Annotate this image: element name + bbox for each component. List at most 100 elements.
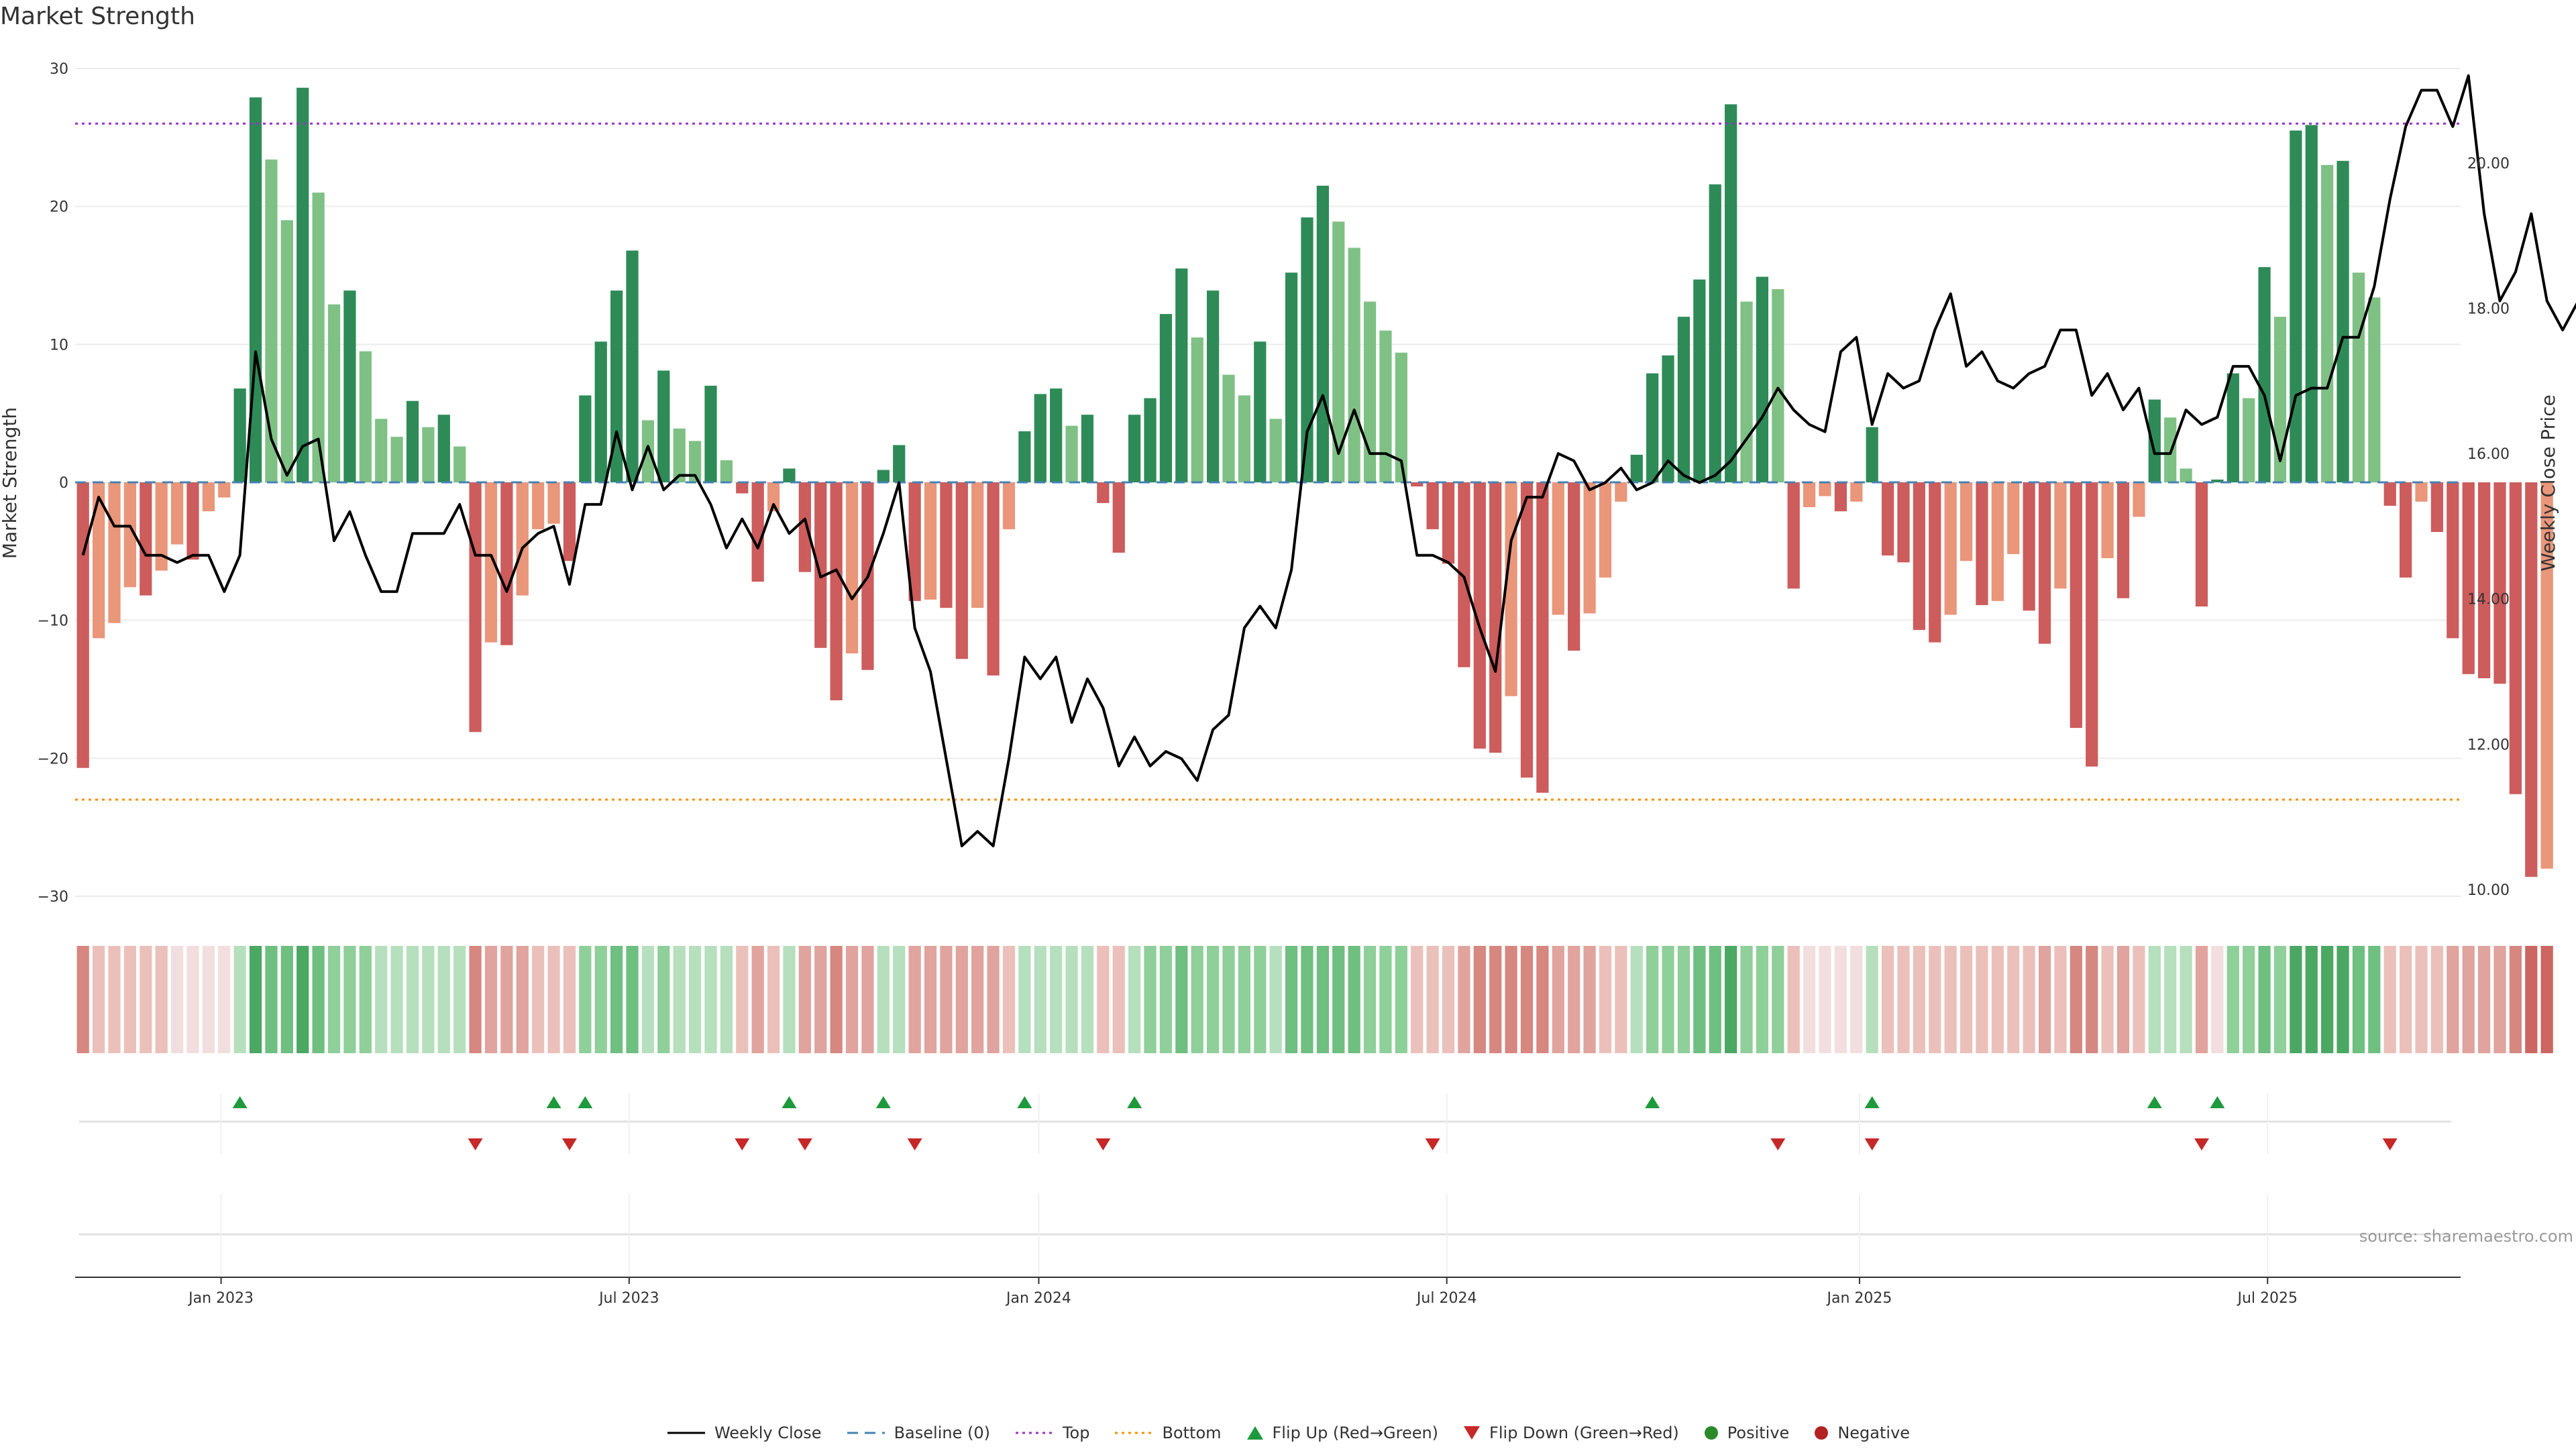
heat-cell — [1222, 946, 1235, 1053]
weekly-close-line-group — [81, 74, 2576, 847]
strength-bar — [532, 482, 545, 529]
heat-cell — [814, 946, 827, 1053]
strength-bar — [92, 482, 105, 639]
heat-cell — [2447, 946, 2459, 1053]
heat-cell — [1002, 946, 1016, 1053]
strength-bar — [1881, 482, 1894, 556]
heat-cell — [657, 946, 670, 1053]
heat-cell — [987, 946, 1000, 1053]
heat-cell — [140, 946, 152, 1053]
strength-bar — [249, 97, 262, 482]
heat-cell — [1458, 946, 1470, 1053]
heat-cell — [2509, 946, 2522, 1053]
strength-bar — [1520, 482, 1534, 778]
heat-cell — [955, 946, 968, 1053]
strength-bar — [1018, 431, 1031, 482]
heat-cell — [312, 946, 325, 1053]
flip-up-marker — [2210, 1096, 2225, 1108]
heat-cell — [2477, 946, 2491, 1053]
heat-cell — [2101, 946, 2114, 1053]
flip-markers — [79, 1093, 2451, 1275]
heat-cell — [1787, 946, 1800, 1053]
flip-up-marker — [1645, 1096, 1660, 1108]
heat-cell — [1897, 946, 1910, 1053]
strength-bar — [2430, 482, 2444, 533]
strength-bar — [453, 446, 466, 482]
right-axis-ticks: 10.00 12.00 14.00 16.00 18.00 20.00 — [2467, 156, 2510, 899]
heat-cell — [641, 946, 655, 1053]
strength-bar — [2383, 482, 2396, 506]
strength-bar — [312, 193, 325, 482]
strength-bar — [1254, 341, 1267, 482]
heat-cell — [2352, 946, 2365, 1053]
strength-bar — [955, 482, 968, 659]
strength-bar — [1568, 482, 1580, 651]
heat-cell — [1191, 946, 1203, 1053]
heat-cell — [626, 946, 639, 1053]
heat-cell — [1944, 946, 1957, 1053]
heat-cell — [2273, 946, 2287, 1053]
strength-bar — [1363, 301, 1377, 482]
left-tick-label: 0 — [59, 475, 68, 492]
heat-cell — [123, 946, 137, 1053]
heat-strip — [76, 946, 2553, 1053]
legend-item-bottom: Bottom — [1114, 1424, 1222, 1442]
heat-cell — [1050, 946, 1063, 1053]
heat-cell — [1285, 946, 1298, 1053]
heat-cell — [359, 946, 372, 1053]
heat-cell — [1018, 946, 1031, 1053]
strength-bar — [218, 482, 231, 498]
strength-bar — [108, 482, 121, 623]
strength-bar — [987, 482, 1000, 676]
right-tick-label: 18.00 — [2467, 301, 2510, 317]
heat-cell — [1034, 946, 1046, 1053]
strength-bar — [1819, 482, 1831, 496]
strength-bar — [1379, 330, 1392, 482]
heat-cell — [1097, 946, 1110, 1053]
heat-cell — [845, 946, 859, 1053]
strength-bar — [736, 482, 749, 494]
heat-cell — [2290, 946, 2302, 1053]
heat-cell — [1442, 946, 1455, 1053]
strength-bar — [484, 482, 498, 643]
heat-cell — [1301, 946, 1313, 1053]
heat-cell — [1128, 946, 1141, 1053]
heat-cell — [1630, 946, 1643, 1053]
strength-bar — [1991, 482, 2004, 601]
strength-bar — [343, 290, 356, 482]
strength-bar — [2007, 482, 2020, 554]
strength-bar — [265, 159, 278, 483]
heat-cell — [1599, 946, 1612, 1053]
strength-bar — [2101, 482, 2114, 559]
heat-cell — [1834, 946, 1847, 1053]
strength-bar — [924, 482, 937, 600]
strength-bar — [1128, 415, 1141, 482]
legend-label: Positive — [1727, 1424, 1790, 1442]
heat-cell — [2226, 946, 2239, 1053]
strength-bar — [2525, 482, 2538, 877]
left-tick-label: 30 — [50, 61, 68, 78]
heat-cell — [186, 946, 199, 1053]
strength-bar — [1583, 482, 1596, 614]
heat-cell — [2007, 946, 2020, 1053]
strength-bar — [2290, 130, 2302, 483]
legend-item-flip-down: Flip Down (Green→Red) — [1462, 1424, 1679, 1442]
strength-bar — [1662, 355, 1674, 482]
legend-item-negative: Negative — [1813, 1424, 1910, 1442]
strength-bar — [1050, 388, 1063, 482]
strength-bar — [2070, 482, 2082, 729]
strength-bar — [1677, 317, 1690, 482]
heat-cell — [861, 946, 874, 1053]
heat-cell — [1269, 946, 1282, 1053]
strength-bar — [1615, 482, 1627, 502]
heat-cell — [767, 946, 780, 1053]
legend-item-positive: Positive — [1703, 1424, 1790, 1442]
heat-cell — [830, 946, 843, 1053]
heat-cell — [1505, 946, 1517, 1053]
heat-cell — [2133, 946, 2145, 1053]
x-tick-label: Jan 2024 — [1005, 1290, 1071, 1307]
strength-bar — [1929, 482, 1941, 643]
heat-cell — [1693, 946, 1706, 1053]
heat-cell — [202, 946, 215, 1053]
heat-cell — [2243, 946, 2255, 1053]
